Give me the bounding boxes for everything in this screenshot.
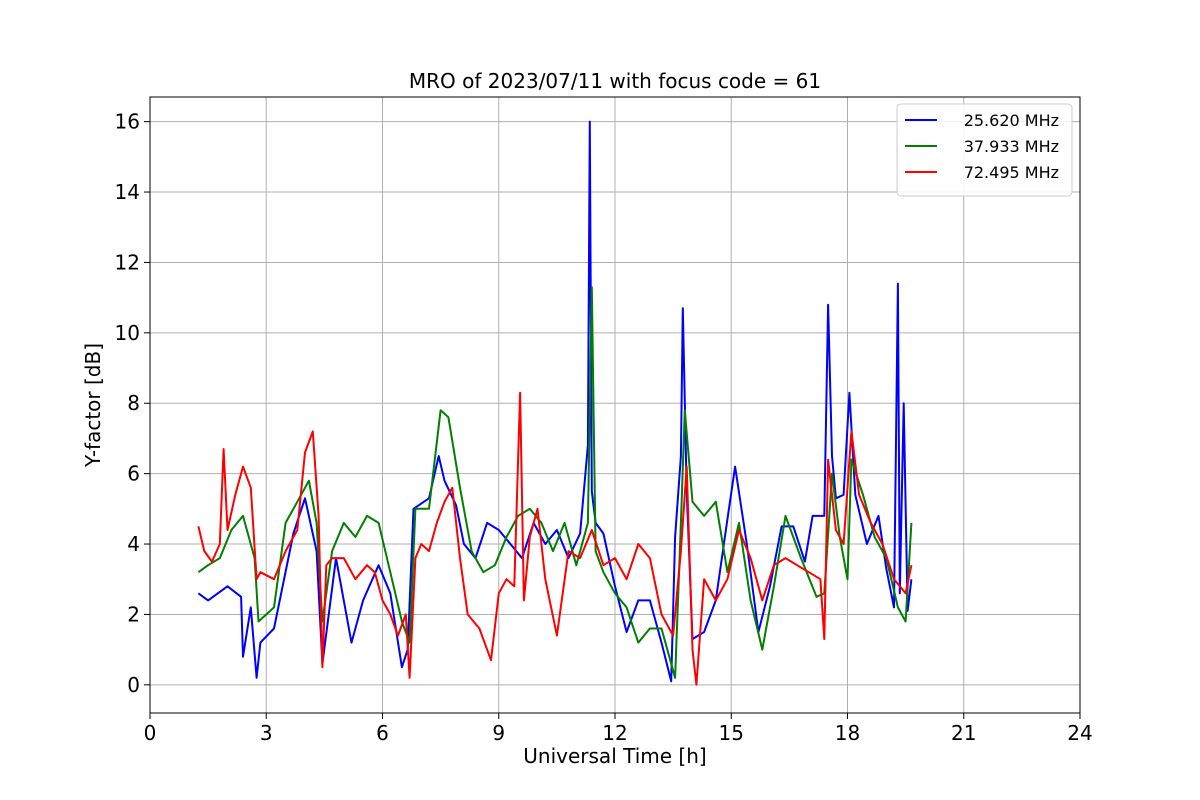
legend-box [896, 103, 1073, 197]
series-line-2 [197, 286, 913, 679]
y-tick-label: 12 [115, 250, 140, 274]
y-tick-label: 2 [127, 602, 140, 626]
series-line-3 [197, 391, 913, 686]
y-tick-label: 6 [127, 462, 140, 486]
x-tick-label: 6 [376, 721, 389, 745]
y-tick-label: 4 [127, 532, 140, 556]
x-tick-label: 12 [602, 721, 627, 745]
grid [149, 97, 1081, 713]
y-tick-label: 0 [127, 673, 140, 697]
x-tick-label: 21 [951, 721, 976, 745]
x-tick-label: 24 [1067, 721, 1092, 745]
x-tick-label: 18 [835, 721, 860, 745]
legend-label: 37.933 MHz [964, 137, 1059, 156]
y-axis-label: Y-factor [dB] [81, 343, 105, 468]
legend: 25.620 MHz 37.933 MHz 72.495 MHz [896, 103, 1073, 197]
x-axis-label: Universal Time [h] [523, 744, 706, 768]
x-tick-label: 15 [719, 721, 744, 745]
y-tick-label: 8 [127, 391, 140, 415]
x-tick-label: 0 [144, 721, 157, 745]
y-tick-label: 10 [115, 321, 140, 345]
legend-label: 72.495 MHz [964, 163, 1059, 182]
series-layer [197, 120, 913, 686]
y-tick-label: 14 [115, 180, 140, 204]
legend-label: 25.620 MHz [964, 111, 1059, 130]
x-tick-label: 3 [260, 721, 273, 745]
y-tick-label: 16 [115, 110, 140, 134]
chart-title: MRO of 2023/07/11 with focus code = 61 [409, 69, 821, 93]
series-line-1 [197, 120, 913, 683]
x-tick-label: 9 [492, 721, 505, 745]
